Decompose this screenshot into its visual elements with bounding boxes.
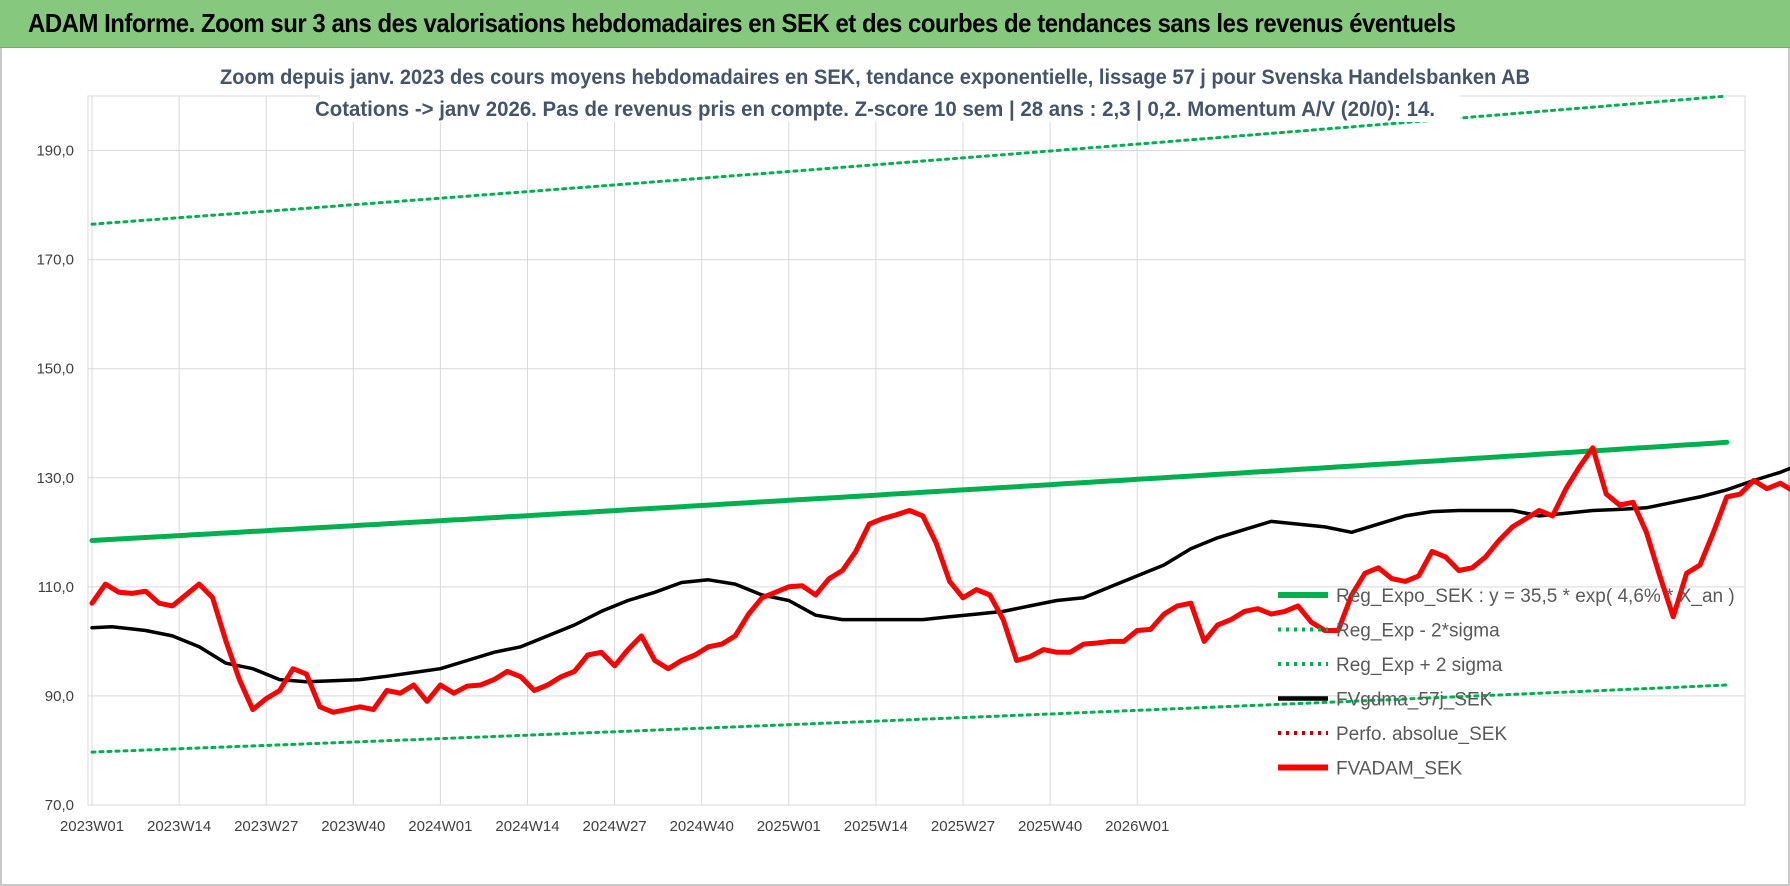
x-tick-label: 2026W01 — [1105, 818, 1169, 835]
chart-title-line-2: Cotations -> janv 2026. Pas de revenus p… — [315, 98, 1435, 121]
x-tick-label: 2025W01 — [757, 818, 821, 835]
y-tick-label: 130,0 — [36, 470, 74, 487]
chart-title-line-1: Zoom depuis janv. 2023 des cours moyens … — [220, 66, 1530, 89]
legend-reg-minus-2sigma-label: Reg_Exp - 2*sigma — [1336, 621, 1500, 642]
y-tick-label: 170,0 — [36, 252, 74, 269]
x-tick-label: 2025W27 — [931, 818, 995, 835]
x-tick-label: 2025W40 — [1018, 818, 1082, 835]
report-banner: ADAM Informe. Zoom sur 3 ans des valoris… — [0, 0, 1790, 48]
legend-perfo-absolue-label: Perfo. absolue_SEK — [1336, 724, 1507, 745]
title-backdrop-1 — [230, 60, 1550, 90]
gridlines — [87, 95, 1746, 806]
x-tick-label: 2023W40 — [321, 818, 385, 835]
x-tick-label: 2023W27 — [234, 818, 298, 835]
reg-minus-2sigma-line — [90, 683, 1729, 754]
plot-border — [87, 95, 1746, 806]
x-tick-label: 2023W01 — [60, 818, 124, 835]
chart-title: Zoom depuis janv. 2023 des cours moyens … — [220, 60, 1550, 122]
legend-fvadam-label: FVADAM_SEK — [1336, 759, 1463, 780]
x-tick-label: 2023W14 — [147, 818, 211, 835]
x-tick-label: 2024W27 — [582, 818, 646, 835]
x-tick-label: 2024W40 — [670, 818, 734, 835]
legend-reg-plus-2sigma-label: Reg_Exp + 2 sigma — [1336, 655, 1503, 676]
title-backdrop-2 — [320, 92, 1460, 122]
y-tick-label: 150,0 — [36, 361, 74, 378]
reg-expo-line — [89, 439, 1730, 543]
x-tick-label: 2024W14 — [495, 818, 559, 835]
series-layer — [89, 94, 1790, 754]
y-tick-label: 110,0 — [38, 579, 74, 596]
y-tick-label: 70,0 — [45, 797, 74, 814]
fvgdma-line — [90, 466, 1790, 684]
x-tick-label: 2024W01 — [408, 818, 472, 835]
y-axis-ticks: 70,0 90,0 110,0 130,0 150,0 170,0 190,0 — [36, 143, 74, 814]
x-tick-label: 2025W14 — [844, 818, 908, 835]
legend: Reg_Expo_SEK : y = 35,5 * exp( 4,6% * X_… — [1278, 586, 1735, 780]
y-tick-label: 190,0 — [36, 143, 74, 160]
fvadam-line — [89, 445, 1790, 715]
y-tick-label: 90,0 — [45, 688, 74, 705]
x-axis-ticks: 2023W01 2023W14 2023W27 2023W40 2024W01 2024W… — [60, 818, 1169, 835]
reg-plus-2sigma-line — [90, 94, 1729, 226]
chart: 70,0 90,0 110,0 130,0 150,0 170,0 190,0 2023W0… — [36, 60, 1790, 835]
report-title: ADAM Informe. Zoom sur 3 ans des valoris… — [28, 8, 1456, 38]
legend-fvgdma-label: FVgdma_57j_SEK — [1336, 690, 1493, 711]
legend-reg-expo-label: Reg_Expo_SEK : y = 35,5 * exp( 4,6% * X_… — [1336, 586, 1735, 607]
